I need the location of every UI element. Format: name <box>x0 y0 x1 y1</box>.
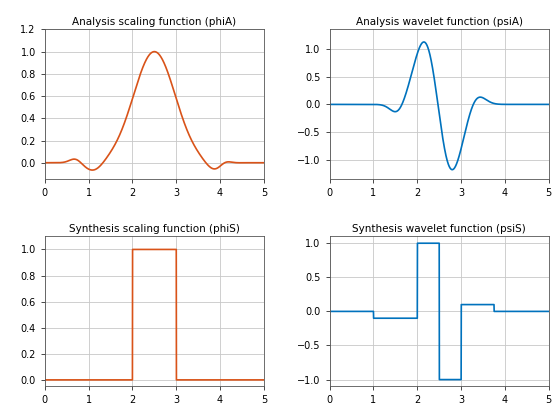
Title: Synthesis scaling function (phiS): Synthesis scaling function (phiS) <box>69 224 240 234</box>
Title: Analysis wavelet function (psiA): Analysis wavelet function (psiA) <box>356 17 522 27</box>
Title: Synthesis wavelet function (psiS): Synthesis wavelet function (psiS) <box>352 224 526 234</box>
Title: Analysis scaling function (phiA): Analysis scaling function (phiA) <box>72 17 236 27</box>
